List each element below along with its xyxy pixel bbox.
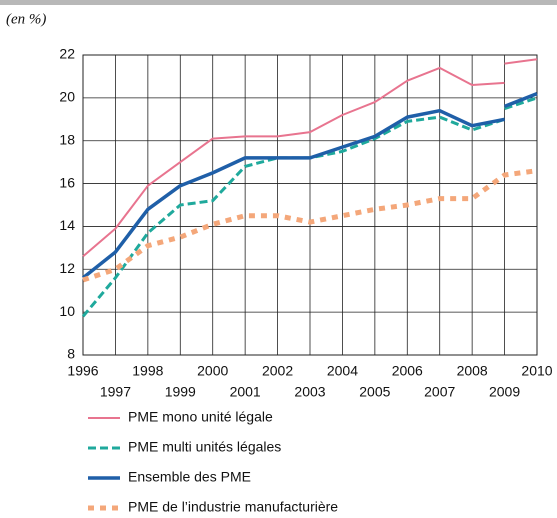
- y-tick-label: 10: [59, 303, 75, 319]
- x-tick-label: 2003: [294, 384, 325, 400]
- x-tick-label: 2005: [359, 384, 390, 400]
- x-tick-label: 2000: [197, 363, 228, 379]
- x-tick-label: 1999: [165, 384, 196, 400]
- series-line: [82, 58, 538, 258]
- x-tick-label: 2009: [489, 384, 520, 400]
- legend-label: PME mono unité légale: [128, 409, 273, 425]
- x-tick-label: 2008: [457, 363, 488, 379]
- x-tick-label: 1996: [67, 363, 98, 379]
- y-tick-label: 14: [59, 217, 75, 233]
- y-tick-label: 20: [59, 89, 75, 105]
- x-tick-label: 2004: [327, 363, 358, 379]
- x-tick-label: 1997: [100, 384, 131, 400]
- legend-label: PME de l’industrie manufacturière: [128, 499, 338, 513]
- x-tick-label: 2007: [424, 384, 455, 400]
- series-line: [81, 91, 538, 280]
- x-tick-label: 2010: [521, 363, 552, 379]
- y-tick-label: 18: [59, 131, 75, 147]
- x-tick-label: 2001: [230, 384, 261, 400]
- series-line: [82, 168, 538, 283]
- y-tick-label: 22: [59, 46, 75, 62]
- y-tick-label: 16: [59, 174, 75, 190]
- x-tick-label: 2002: [262, 363, 293, 379]
- unit-note: (en %): [6, 11, 46, 27]
- legend-label: Ensemble des PME: [128, 469, 251, 485]
- legend-label: PME multi unités légales: [128, 439, 281, 455]
- x-tick-label: 1998: [132, 363, 163, 379]
- y-tick-label: 8: [67, 346, 75, 362]
- x-tick-label: 2006: [392, 363, 423, 379]
- y-tick-label: 12: [59, 260, 75, 276]
- top-bar: [0, 0, 557, 5]
